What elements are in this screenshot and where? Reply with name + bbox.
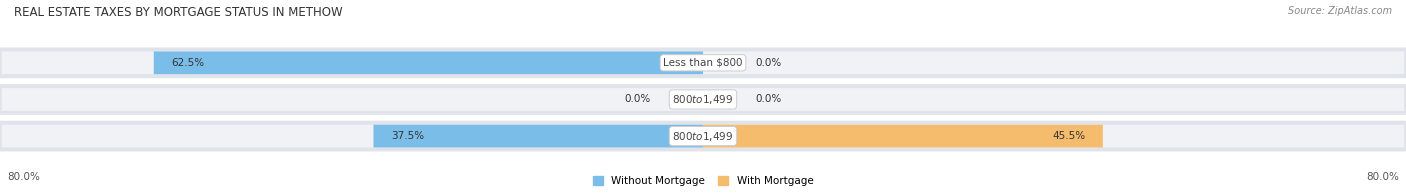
Text: Source: ZipAtlas.com: Source: ZipAtlas.com [1288, 6, 1392, 16]
Text: 62.5%: 62.5% [172, 58, 204, 68]
Text: 80.0%: 80.0% [7, 172, 39, 182]
FancyBboxPatch shape [703, 125, 1102, 147]
FancyBboxPatch shape [153, 51, 703, 74]
FancyBboxPatch shape [1, 51, 1405, 74]
Text: $800 to $1,499: $800 to $1,499 [672, 130, 734, 143]
Text: 0.0%: 0.0% [624, 94, 650, 105]
Text: $800 to $1,499: $800 to $1,499 [672, 93, 734, 106]
FancyBboxPatch shape [0, 47, 1406, 78]
FancyBboxPatch shape [374, 125, 703, 147]
Legend: Without Mortgage, With Mortgage: Without Mortgage, With Mortgage [593, 176, 813, 186]
Text: 0.0%: 0.0% [756, 94, 782, 105]
Text: 80.0%: 80.0% [1367, 172, 1399, 182]
FancyBboxPatch shape [1, 125, 1405, 147]
FancyBboxPatch shape [0, 84, 1406, 115]
Text: 45.5%: 45.5% [1052, 131, 1085, 141]
Text: 0.0%: 0.0% [756, 58, 782, 68]
Text: REAL ESTATE TAXES BY MORTGAGE STATUS IN METHOW: REAL ESTATE TAXES BY MORTGAGE STATUS IN … [14, 6, 343, 19]
Text: Less than $800: Less than $800 [664, 58, 742, 68]
Text: 37.5%: 37.5% [391, 131, 425, 141]
FancyBboxPatch shape [0, 121, 1406, 152]
FancyBboxPatch shape [1, 88, 1405, 111]
